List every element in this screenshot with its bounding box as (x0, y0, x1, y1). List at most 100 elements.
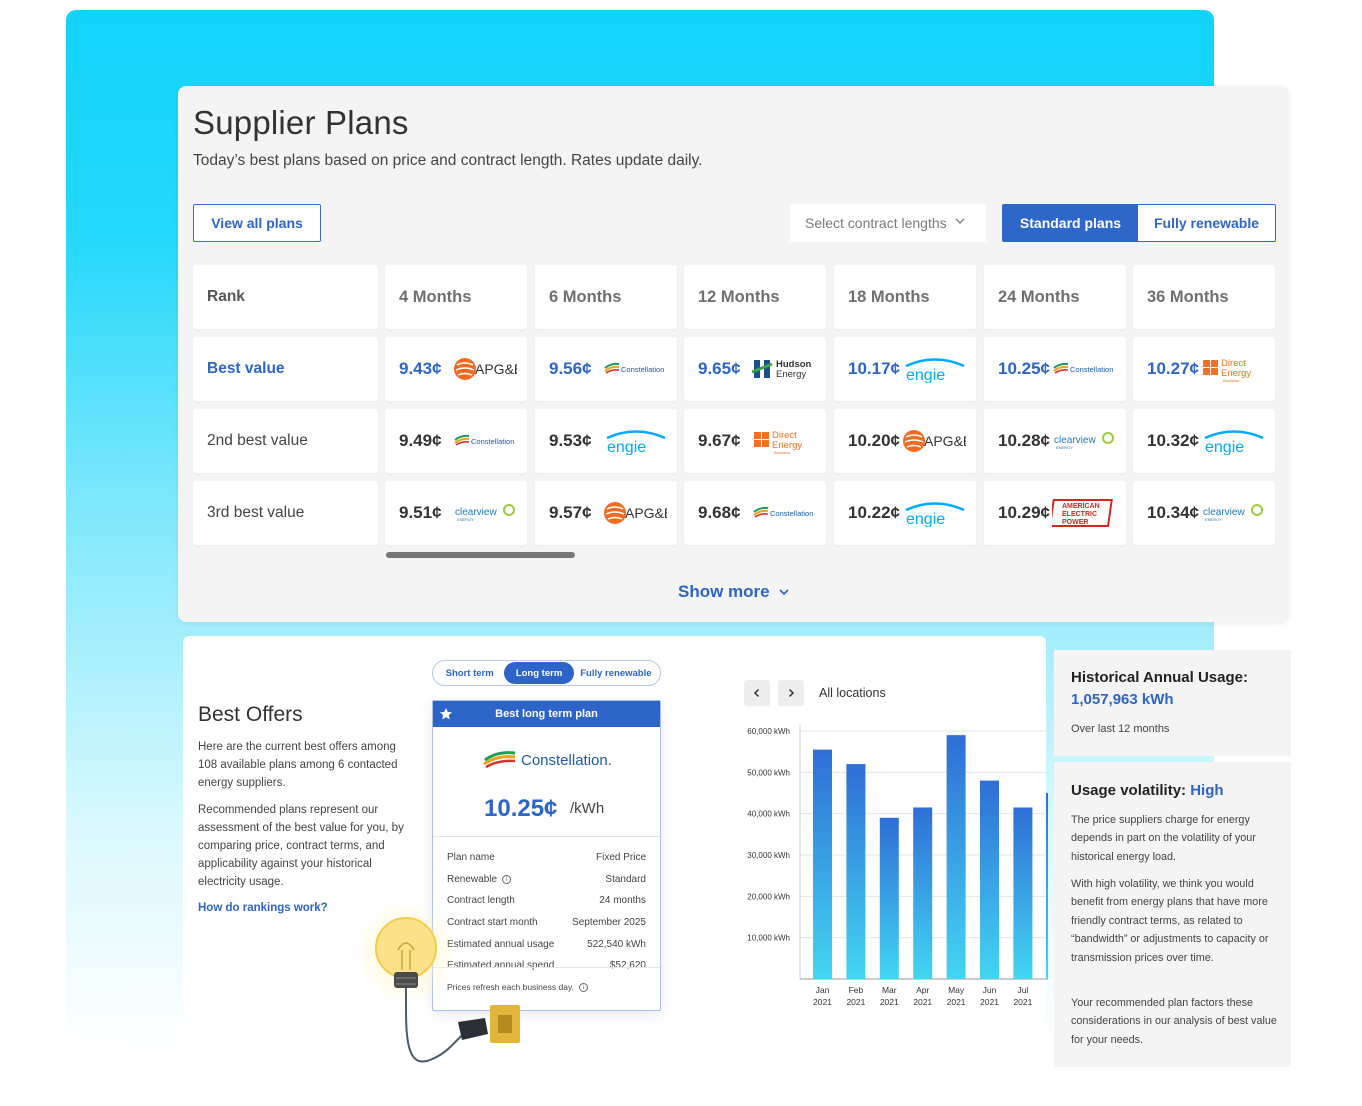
chart-bar[interactable] (1013, 807, 1033, 979)
how-rankings-work-link[interactable]: How do rankings work? (198, 902, 328, 914)
plan-cell[interactable]: 10.29¢ AMERICAN ELECTRIC POWER (984, 481, 1126, 545)
plan-price: 10.20¢ (848, 431, 900, 450)
svg-text:Constellation: Constellation (770, 509, 813, 518)
volatility-level: High (1190, 782, 1224, 799)
plan-cell[interactable]: 10.32¢ engie (1133, 409, 1275, 473)
plan-cell[interactable]: 10.27¢ Direct Energy Business (1133, 337, 1275, 401)
chart-bar[interactable] (813, 749, 832, 979)
standard-plans-tab[interactable]: Standard plans (1003, 205, 1138, 241)
svg-text:engie: engie (906, 511, 945, 527)
plan-card-supplier: Constellation. (521, 751, 612, 769)
show-more-button[interactable]: Show more (678, 582, 790, 602)
historical-usage-card: Historical Annual Usage: 1,057,963 kWh O… (1054, 650, 1291, 756)
plan-detail-row: Estimated annual spend $52,620 (447, 960, 646, 972)
svg-text:ENERGY: ENERGY (1056, 445, 1073, 450)
engie-logo-icon: engie (603, 427, 669, 455)
plan-price: 10.25¢ (998, 359, 1050, 378)
engie-logo-icon: engie (902, 355, 968, 383)
best-offers-recommendation: Recommended plans represent our assessme… (198, 804, 404, 888)
x-tick-label: 2021 (813, 997, 832, 1007)
engie-logo-icon: engie (902, 499, 968, 527)
plan-cell[interactable]: 9.65¢ Hudson Energy (684, 337, 826, 401)
info-icon[interactable]: i (502, 874, 512, 884)
x-tick-label: Apr (916, 985, 929, 995)
x-tick-label: Jul (1017, 985, 1028, 995)
svg-text:Direct: Direct (1221, 358, 1246, 369)
rank-label: Best value (193, 337, 378, 401)
plan-price: 10.22¢ (848, 503, 900, 522)
svg-text:Energy: Energy (772, 440, 802, 451)
x-tick-label: Feb (849, 985, 864, 995)
plan-cell[interactable]: 9.49¢ Constellation (385, 409, 527, 473)
tab-fully-renewable[interactable]: Fully renewable (580, 667, 652, 679)
plan-cell[interactable]: 9.67¢ Direct Energy Business (684, 409, 826, 473)
plan-cell[interactable]: 10.25¢ Constellation (984, 337, 1126, 401)
svg-text:ELECTRIC: ELECTRIC (1062, 511, 1097, 518)
fully-renewable-tab[interactable]: Fully renewable (1153, 215, 1260, 231)
info-icon[interactable]: i (578, 982, 588, 992)
column-header: 24 Months (984, 265, 1126, 329)
plan-cell[interactable]: 10.17¢ engie (834, 337, 976, 401)
engie-logo-icon: engie (1201, 427, 1267, 455)
tab-short-term[interactable]: Short term (445, 667, 494, 679)
plan-price: 10.29¢ (998, 503, 1050, 522)
plan-cell[interactable]: 9.53¢ engie (535, 409, 677, 473)
svg-text:engie: engie (607, 439, 646, 455)
svg-text:engie: engie (906, 367, 945, 383)
plan-cell[interactable]: 9.51¢ clearview ENERGY (385, 481, 527, 545)
column-header: 36 Months (1133, 265, 1275, 329)
historical-usage-period: Over last 12 months (1071, 723, 1170, 735)
plan-price: 9.53¢ (549, 431, 592, 450)
usage-volatility-card: Usage volatility: High The price supplie… (1054, 762, 1291, 1067)
plan-cell[interactable]: 10.22¢ engie (834, 481, 976, 545)
chart-navigation: All locations (744, 680, 886, 706)
historical-usage-title: Historical Annual Usage: (1071, 669, 1248, 686)
chart-bar[interactable] (946, 735, 966, 979)
location-label: All locations (819, 686, 886, 700)
volatility-title: Usage volatility: High (1071, 782, 1224, 799)
svg-text:Business: Business (1223, 378, 1239, 383)
volatility-paragraph: With high volatility, we think you would… (1071, 878, 1269, 964)
hudson-energy-logo-icon: Hudson Energy (752, 356, 814, 382)
plan-details: Plan name Fixed Price Renewable i Standard … (447, 847, 646, 977)
previous-button[interactable] (744, 680, 770, 706)
x-tick-label: Jan (816, 985, 830, 995)
plan-cell[interactable]: 10.20¢ APG&E (834, 409, 976, 473)
plan-cell[interactable]: 10.34¢ clearview ENERGY (1133, 481, 1275, 545)
tab-long-term[interactable]: Long term (504, 662, 574, 684)
constellation-logo-icon: Constellation. (483, 749, 612, 771)
plan-price: 9.67¢ (698, 431, 741, 450)
star-icon (440, 708, 452, 720)
term-toggle: Short term Long term Fully renewable (432, 660, 661, 686)
svg-text:Business: Business (774, 450, 790, 455)
y-tick-label: 60,000 kWh (747, 727, 790, 736)
column-header: 12 Months (684, 265, 826, 329)
plan-cell[interactable]: 9.56¢ Constellation (535, 337, 677, 401)
svg-text:AMERICAN: AMERICAN (1062, 503, 1100, 510)
chart-bar[interactable] (879, 817, 899, 979)
chart-bar[interactable] (980, 780, 999, 979)
plan-cell[interactable]: 9.57¢ APG&E (535, 481, 677, 545)
contract-length-select[interactable]: Select contract lengths (790, 204, 986, 242)
plan-cell[interactable]: 10.28¢ clearview ENERGY (984, 409, 1126, 473)
plan-cell[interactable]: 9.43¢ APG&E (385, 337, 527, 401)
x-tick-label: Jun (983, 985, 997, 995)
plan-detail-row: Estimated annual usage 522,540 kWh (447, 938, 646, 950)
horizontal-scrollbar[interactable] (386, 552, 575, 558)
plan-price: 9.51¢ (399, 503, 442, 522)
plan-detail-row: Contract length 24 months (447, 895, 646, 907)
apge-logo-icon: APG&E (603, 498, 667, 528)
plan-cell[interactable]: 9.68¢ Constellation (684, 481, 826, 545)
plan-detail-row: Renewable i Standard (447, 873, 646, 885)
chart-bar-overflow (1046, 793, 1048, 979)
column-header: 6 Months (535, 265, 677, 329)
plan-price: 10.28¢ (998, 431, 1050, 450)
plan-price: 9.65¢ (698, 359, 741, 378)
supplier-plans-panel: Supplier Plans Today’s best plans based … (178, 86, 1289, 622)
chart-bar[interactable] (846, 764, 866, 979)
view-all-plans-button[interactable]: View all plans (193, 204, 321, 242)
next-button[interactable] (778, 680, 804, 706)
x-tick-label: May (948, 985, 965, 995)
chart-bar[interactable] (913, 807, 933, 979)
best-plan-card[interactable]: Best long term plan Constellation. 10.25… (432, 700, 661, 1011)
